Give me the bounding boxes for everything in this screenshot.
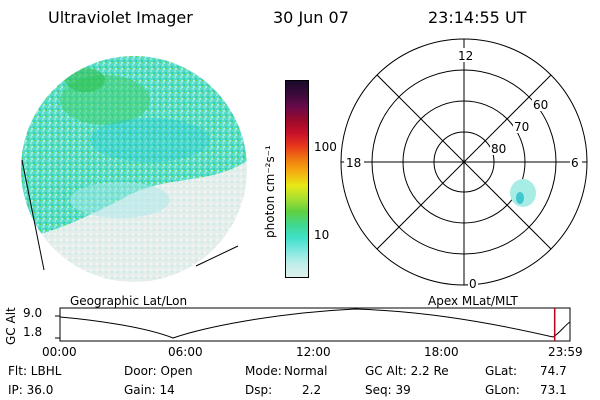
timeline-chart [55, 307, 571, 342]
timeline-xtick-1: 06:00 [168, 345, 203, 359]
time-label: 23:14:55 UT [428, 8, 527, 27]
date-label: 30 Jun 07 [273, 8, 349, 27]
colorbar-tick-10: 10 [314, 228, 330, 242]
timeline-xtick-2: 12:00 [296, 345, 331, 359]
info-gain: Gain: 14 [124, 383, 175, 397]
timeline-ytick-min: 1.8 [23, 325, 43, 339]
colorbar [285, 80, 309, 278]
info-door: Door: Open [124, 364, 193, 378]
mlt-label-left: 18 [346, 156, 361, 170]
polar-axis-diag-2 [376, 74, 552, 250]
timeline-left-label: Geographic Lat/Lon [70, 294, 188, 308]
timeline-ytick-max: 9.0 [23, 306, 43, 320]
info-glon-label: GLon: [485, 383, 520, 397]
info-glat-label: GLat: [485, 364, 518, 378]
lat-label-80: 80 [491, 142, 506, 156]
mlt-label-top: 12 [458, 49, 473, 63]
lat-label-60: 60 [533, 98, 548, 112]
timeline-xtick-4: 23:59 [548, 345, 583, 359]
auroral-spot-core [516, 192, 524, 204]
timeline-xtick-0: 00:00 [42, 345, 77, 359]
timeline-axis-label: GC Alt [4, 307, 18, 345]
timeline-xtick-3: 18:00 [424, 345, 459, 359]
auroral-image [21, 56, 247, 282]
info-seq: Seq: 39 [365, 383, 411, 397]
info-flt: Flt: LBHL [8, 364, 62, 378]
colorbar-label: photon cm⁻²s⁻¹ [263, 145, 277, 238]
timeline-frame [59, 307, 571, 342]
info-glon-value: 73.1 [540, 383, 567, 397]
info-mode-value: Normal [284, 364, 328, 378]
info-mode-label: Mode: [245, 364, 282, 378]
instrument-title: Ultraviolet Imager [48, 8, 193, 27]
info-gcalt: GC Alt: 2.2 Re [365, 364, 449, 378]
info-ip: IP: 36.0 [8, 383, 54, 397]
info-dsp-label: Dsp: [245, 383, 273, 397]
mlt-label-right: 6 [571, 156, 579, 170]
timeline-right-label: Apex MLat/MLT [428, 294, 518, 308]
mlt-label-bottom: 0 [469, 277, 477, 291]
colorbar-tick-100: 100 [314, 140, 337, 154]
lat-label-70: 70 [514, 120, 529, 134]
info-glat-value: 74.7 [540, 364, 567, 378]
auroral-spot [510, 179, 536, 207]
altitude-curve [59, 308, 571, 339]
polar-plot: 12 18 6 0 60 70 80 [340, 38, 588, 291]
info-dsp-value: 2.2 [302, 383, 322, 397]
